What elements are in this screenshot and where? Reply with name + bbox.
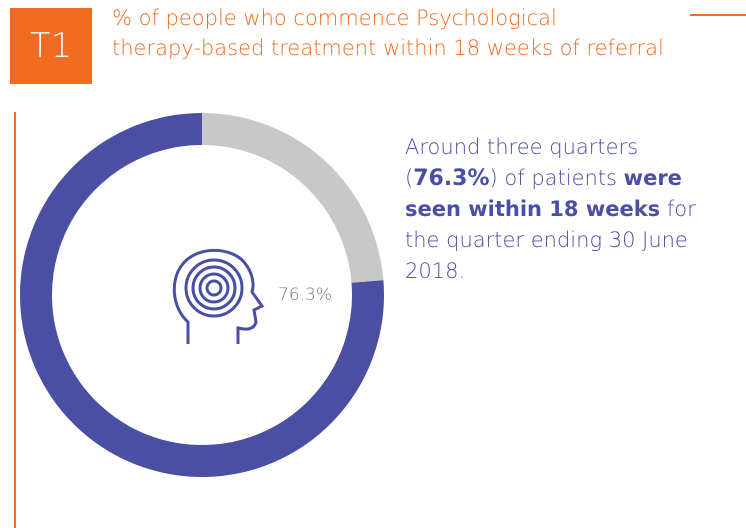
description-run: were seen within 18 weeks — [405, 166, 682, 221]
badge: T1 — [10, 8, 92, 84]
donut-segment — [20, 113, 384, 477]
description-run: ) of patients — [489, 166, 624, 190]
head-icon — [172, 248, 265, 344]
donut-segment — [201, 113, 384, 284]
description-run: Around three quarters ( — [405, 135, 639, 190]
title: % of people who commence Psychological — [112, 6, 557, 30]
description-run: 76.3% — [413, 166, 490, 191]
title: therapy-based treatment within 18 weeks … — [112, 36, 664, 60]
value-label: 76.3% — [278, 285, 332, 305]
description: Around three quarters (76.3%) of patient… — [405, 132, 725, 287]
description-run: for the quarter ending 30 June 2018. — [405, 197, 696, 283]
